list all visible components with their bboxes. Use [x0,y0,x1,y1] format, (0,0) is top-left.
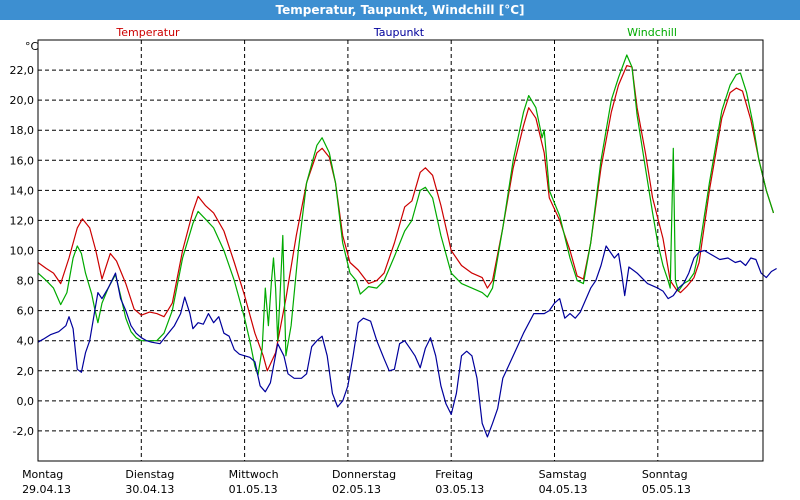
x-tick-date-label: 05.05.13 [642,483,691,496]
x-tick-date-label: 29.04.13 [22,483,71,496]
x-tick-day-label: Sonntag [642,468,688,481]
plot-frame [37,39,764,462]
x-tick-date-label: 02.05.13 [332,483,381,496]
y-axis-unit-label: °C [25,40,39,53]
y-tick-label: 10,0 [10,245,35,258]
series-line-windchill [37,54,775,376]
grid [38,40,763,461]
series-line-temperatur [37,65,775,372]
legend: Temperatur Taupunkt Windchill [115,26,677,39]
y-tick-label: 6,0 [17,305,35,318]
y-tick-label: 0,0 [17,395,35,408]
series-lines [37,54,777,438]
chart-background [0,20,800,500]
y-tick-label: 4,0 [17,335,35,348]
x-tick-date-label: 04.05.13 [539,483,588,496]
x-tick-labels: Montag 29.04.13 Dienstag 30.04.13 Mittwoch 01… [22,468,691,496]
legend-label-taupunkt: Taupunkt [373,26,425,39]
y-tick-label: -2,0 [13,425,34,438]
x-tick-date-label: 30.04.13 [125,483,174,496]
chart: °C -2,0 0,0 2,0 4,0 6,0 8,0 10,0 12,0 14,0 16,0 18… [0,20,800,500]
x-tick-day-label: Dienstag [125,468,174,481]
window-title: Temperatur, Taupunkt, Windchill [°C] [0,0,800,20]
y-tick-label: 18,0 [10,124,35,137]
y-tick-label: 14,0 [10,184,35,197]
x-tick-date-label: 03.05.13 [435,483,484,496]
legend-label-temperatur: Temperatur [115,26,180,39]
x-tick-day-label: Montag [22,468,63,481]
y-tick-label: 16,0 [10,154,35,167]
y-tick-label: 2,0 [17,365,35,378]
x-tick-day-label: Donnerstag [332,468,396,481]
x-tick-date-label: 01.05.13 [229,483,278,496]
y-tick-label: 8,0 [17,275,35,288]
y-tick-label: 22,0 [10,64,35,77]
legend-label-windchill: Windchill [627,26,677,39]
y-tick-labels: -2,0 0,0 2,0 4,0 6,0 8,0 10,0 12,0 14,0 16,0 18,0 2… [10,64,35,438]
y-tick-label: 12,0 [10,214,35,227]
x-tick-day-label: Freitag [435,468,473,481]
series-line-taupunkt [37,245,777,438]
y-tick-label: 20,0 [10,94,35,107]
x-tick-day-label: Mittwoch [229,468,279,481]
x-tick-day-label: Samstag [539,468,587,481]
